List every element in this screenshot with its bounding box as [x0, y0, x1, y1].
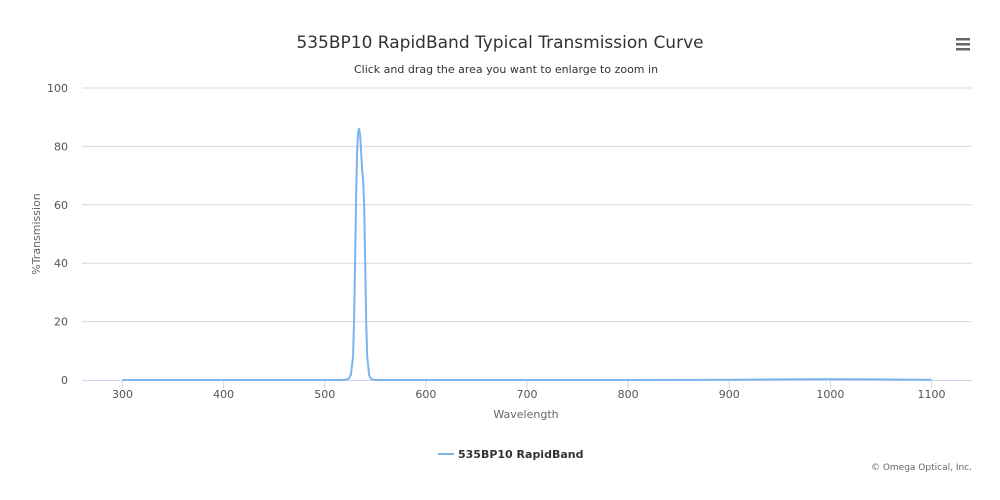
- y-tick-label: 40: [54, 257, 68, 270]
- series-point[interactable]: [929, 377, 935, 383]
- series-point[interactable]: [353, 196, 359, 202]
- series-point[interactable]: [362, 260, 368, 266]
- x-tick-label: 700: [517, 388, 538, 401]
- y-axis-title: %Transmission: [30, 193, 43, 275]
- y-tick-label: 20: [54, 316, 68, 329]
- chart-title: 535BP10 RapidBand Typical Transmission C…: [296, 33, 703, 53]
- series-point[interactable]: [363, 319, 369, 325]
- series-point[interactable]: [348, 371, 354, 377]
- credits-text[interactable]: © Omega Optical, Inc.: [871, 463, 972, 473]
- series-point[interactable]: [524, 377, 530, 383]
- series-point[interactable]: [827, 376, 833, 382]
- series-point[interactable]: [726, 377, 732, 383]
- series-point[interactable]: [119, 377, 125, 383]
- y-tick-label: 100: [47, 82, 68, 95]
- menu-line-middle: [956, 43, 970, 46]
- series-point[interactable]: [350, 354, 356, 360]
- x-tick-label: 600: [415, 388, 436, 401]
- series-point[interactable]: [361, 202, 367, 208]
- x-axis-title: Wavelength: [493, 408, 558, 421]
- legend-item[interactable]: 535BP10 RapidBand: [438, 448, 583, 461]
- series-point[interactable]: [322, 377, 328, 383]
- series-line-0[interactable]: [122, 127, 932, 381]
- series-point[interactable]: [360, 178, 366, 184]
- x-tick-label: 500: [314, 388, 335, 401]
- y-gridlines: [82, 87, 972, 323]
- x-tick-label: 1100: [918, 388, 946, 401]
- x-axis-ticks: 300 400 500 600 700 800 900 1000 1100: [112, 380, 946, 401]
- series-point[interactable]: [351, 319, 357, 325]
- y-tick-label: 0: [61, 374, 68, 387]
- series-point[interactable]: [777, 376, 783, 382]
- series-point[interactable]: [221, 377, 227, 383]
- series-point[interactable]: [352, 260, 358, 266]
- series-point[interactable]: [364, 354, 370, 360]
- series-point[interactable]: [423, 377, 429, 383]
- series-point[interactable]: [357, 132, 363, 138]
- menu-line-bottom: [956, 48, 970, 51]
- series-point[interactable]: [625, 377, 631, 383]
- series-point[interactable]: [358, 149, 364, 155]
- hamburger-menu-icon[interactable]: [950, 32, 976, 56]
- menu-line-top: [956, 38, 970, 41]
- chart-subtitle: Click and drag the area you want to enla…: [354, 63, 658, 76]
- y-tick-label: 60: [54, 199, 68, 212]
- series-point[interactable]: [356, 126, 362, 132]
- y-axis-ticks: 0 20 40 60 80 100: [47, 82, 68, 387]
- x-tick-label: 300: [112, 388, 133, 401]
- x-tick-label: 400: [213, 388, 234, 401]
- x-tick-label: 800: [618, 388, 639, 401]
- series-point[interactable]: [359, 167, 365, 173]
- x-tick-label: 1000: [816, 388, 844, 401]
- legend-label: 535BP10 RapidBand: [458, 448, 583, 461]
- x-tick-label: 900: [719, 388, 740, 401]
- series-point[interactable]: [372, 377, 378, 383]
- y-tick-label: 80: [54, 140, 68, 153]
- series-point[interactable]: [878, 376, 884, 382]
- series-group: [119, 126, 935, 383]
